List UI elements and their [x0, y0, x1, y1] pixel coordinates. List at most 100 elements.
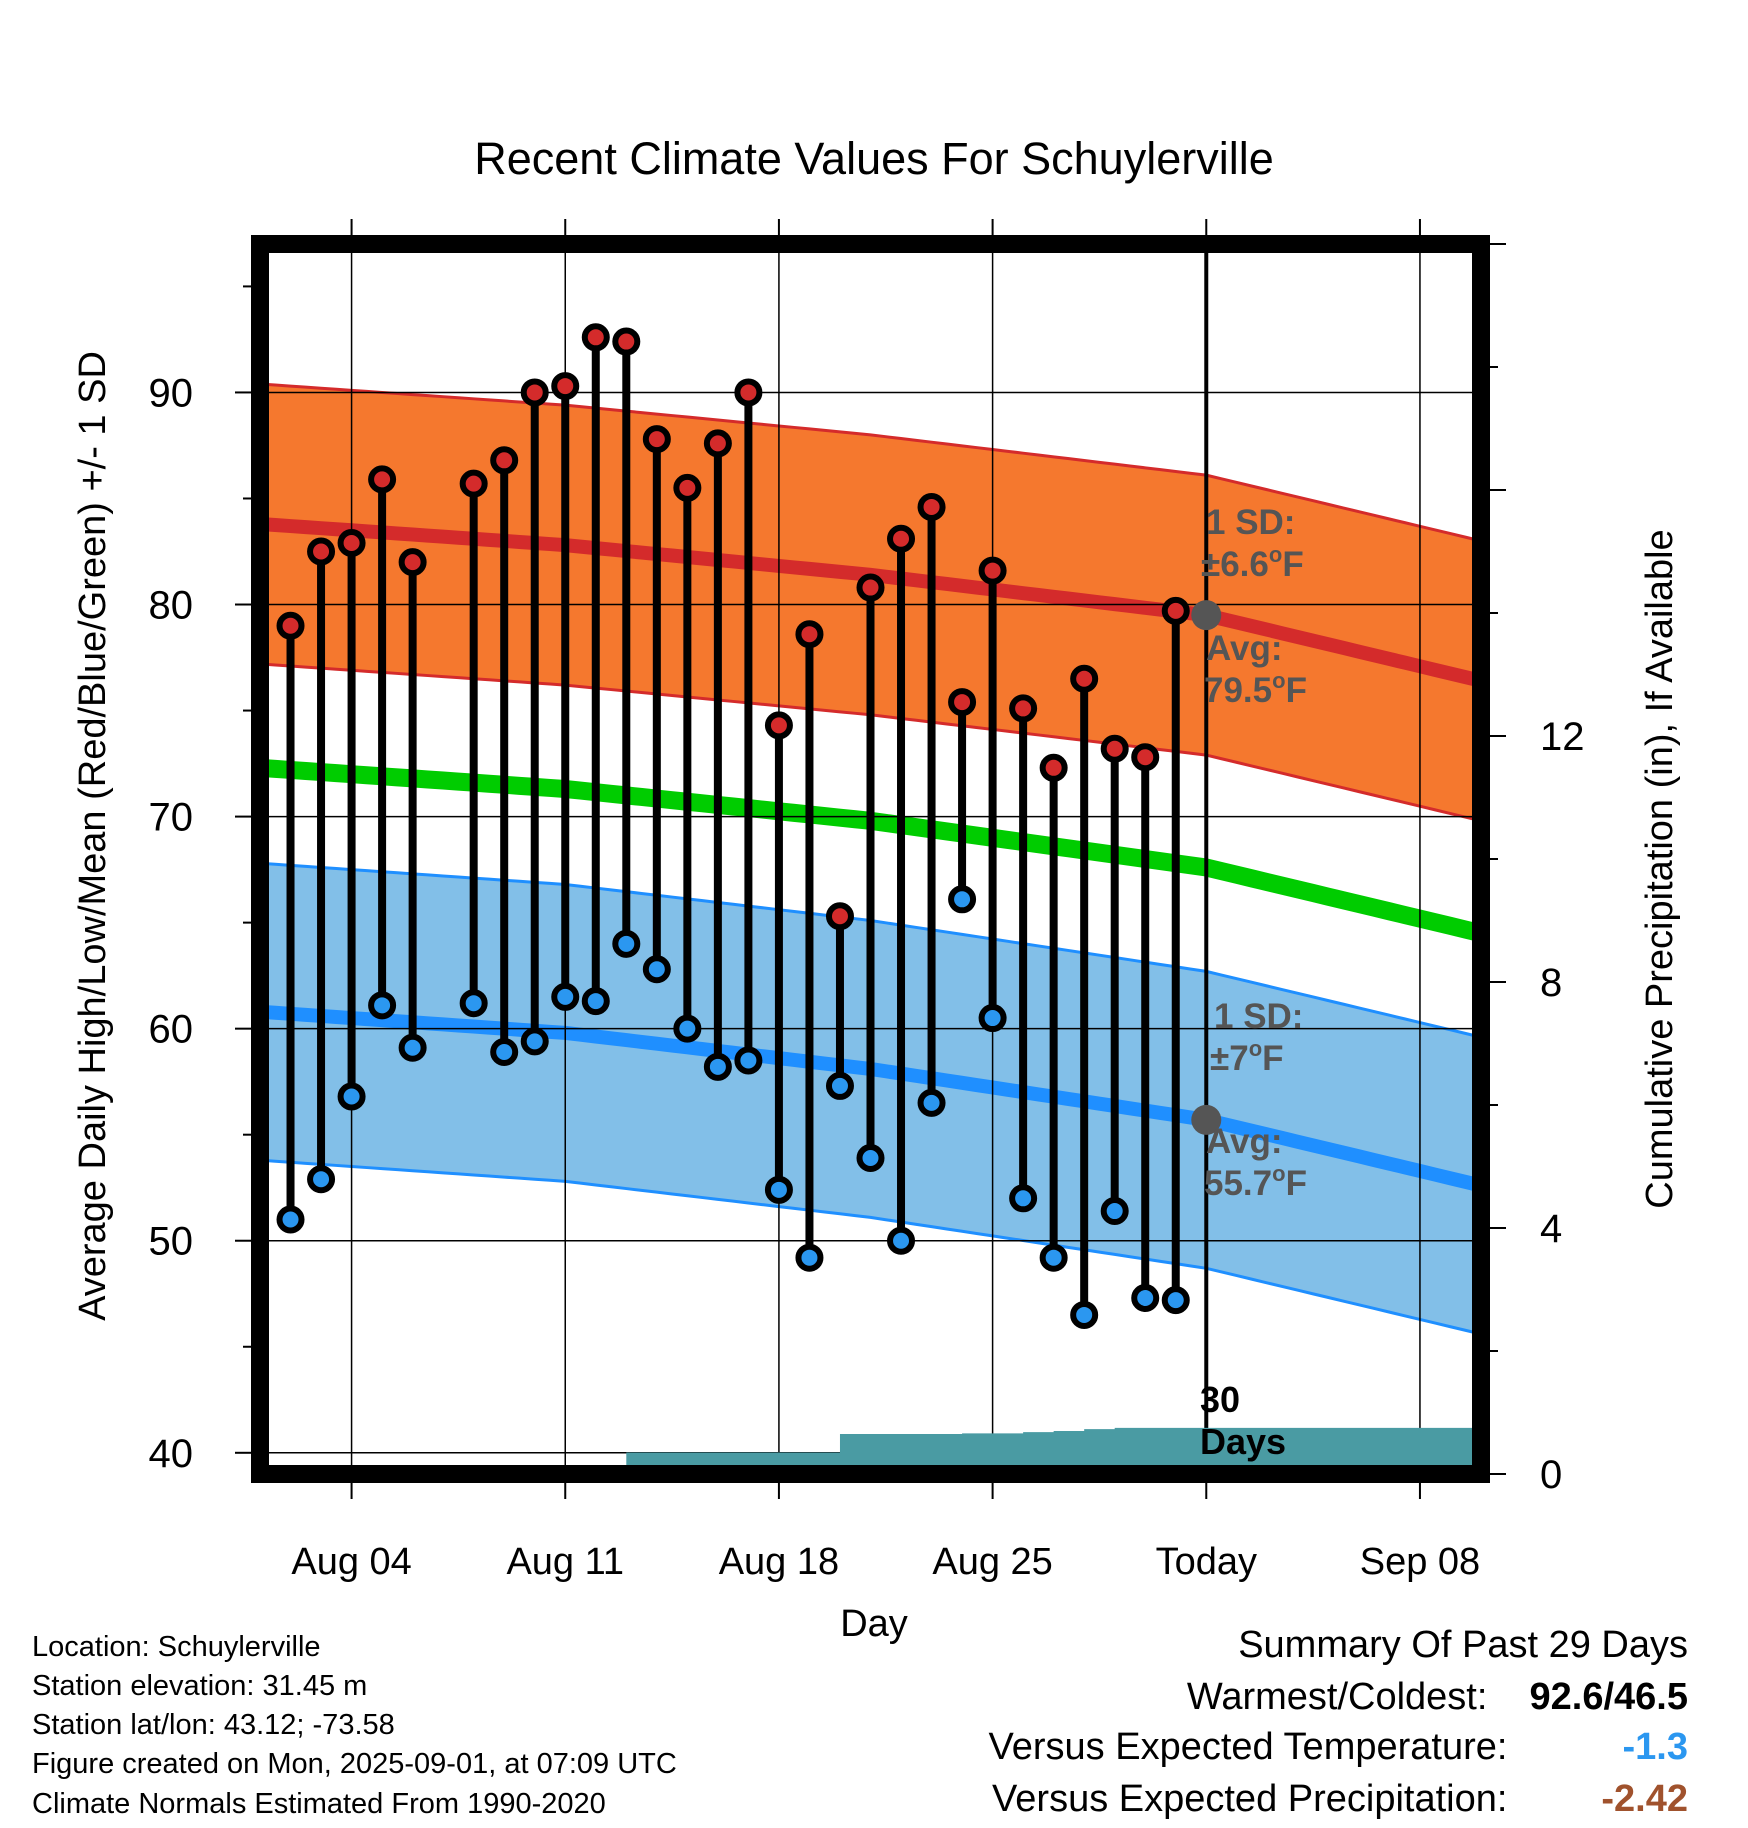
summary-temp-row: Versus Expected Temperature: -1.3 [989, 1722, 1688, 1772]
low-temp-point [398, 1033, 427, 1062]
y2-axis-label: Cumulative Precipitation (in), If Availa… [1639, 529, 1681, 1208]
high-temp-point [1131, 743, 1160, 772]
high-band-upper-edge [260, 382, 1481, 543]
low-temp-point [368, 991, 397, 1020]
low-sd-value: ±7oF [1210, 1036, 1284, 1078]
high-temp-point [337, 529, 366, 558]
summary-warm-cold-row: Warmest/Coldest: 92.6/46.5 [1187, 1672, 1688, 1722]
low-temp-point [459, 989, 488, 1018]
figure-created: Figure created on Mon, 2025-09-01, at 07… [32, 1748, 677, 1780]
high-temp-point [551, 372, 580, 401]
low-temp-point [825, 1071, 854, 1100]
high-temp-point [520, 378, 549, 407]
y-tick-label: 90 [149, 371, 194, 415]
normals-period: Climate Normals Estimated From 1990-2020 [32, 1788, 606, 1820]
high-temp-point [978, 556, 1007, 585]
low-temp-point [887, 1226, 916, 1255]
high-temp-point [368, 465, 397, 494]
station-latlon: Station lat/lon: 43.12; -73.58 [32, 1709, 395, 1741]
high-avg-value: 79.5oF [1204, 668, 1307, 710]
high-temp-point [1009, 694, 1038, 723]
high-temp-point [703, 429, 732, 458]
high-temp-point [307, 537, 336, 566]
low-temp-point [1131, 1283, 1160, 1312]
high-temp-point [795, 620, 824, 649]
high-temp-point [734, 378, 763, 407]
y-tick-label: 80 [149, 584, 194, 628]
high-temp-point [276, 611, 305, 640]
low-avg-label: Avg: [1206, 1122, 1282, 1161]
low-temp-point [520, 1027, 549, 1056]
high-temp-point [581, 323, 610, 352]
high-sd-label: 1 SD: [1206, 503, 1295, 542]
precip-area [595, 1427, 1481, 1474]
x-axis-label: Day [840, 1603, 908, 1645]
x-tick-label: Aug 25 [932, 1541, 1052, 1583]
low-temp-point [612, 929, 641, 958]
high-temp-point [398, 548, 427, 577]
low-temp-point [734, 1046, 763, 1075]
y2-tick-label: 4 [1540, 1207, 1562, 1251]
high-temp-point [1100, 734, 1129, 763]
y2-tick-label: 0 [1540, 1453, 1562, 1497]
low-temp-point [1161, 1286, 1190, 1315]
x-tick-label: Aug 04 [291, 1541, 411, 1583]
precip-value: -2.42 [1601, 1778, 1688, 1820]
low-temp-point [276, 1205, 305, 1234]
high-temp-point [459, 469, 488, 498]
summary-precip-row: Versus Expected Precipitation: -2.42 [992, 1774, 1688, 1824]
today-low-normal-dot [1191, 1104, 1222, 1135]
high-avg-label: Avg: [1206, 629, 1282, 668]
low-temp-point [581, 987, 610, 1016]
y-tick-label: 40 [149, 1432, 194, 1476]
y-tick-label: 50 [149, 1220, 194, 1264]
low-temp-point [337, 1082, 366, 1111]
high-temp-point [642, 425, 671, 454]
high-sd-value: ±6.6oF [1201, 542, 1304, 584]
station-location: Location: Schuylerville [32, 1631, 321, 1663]
window-label-unit: Days [1200, 1421, 1286, 1462]
warm-cold-value: 92.6/46.5 [1529, 1676, 1688, 1718]
station-elevation: Station elevation: 31.45 m [32, 1670, 368, 1702]
low-temp-point [1070, 1300, 1099, 1329]
low-temp-point [673, 1014, 702, 1043]
low-sd-label: 1 SD: [1214, 997, 1303, 1036]
low-temp-point [1039, 1243, 1068, 1272]
chart-title: Recent Climate Values For Schuylerville [474, 133, 1273, 184]
precip-label: Versus Expected Precipitation: [992, 1778, 1508, 1820]
low-temp-point [917, 1088, 946, 1117]
high-temp-point [825, 902, 854, 931]
low-temp-point [1100, 1197, 1129, 1226]
low-avg-value: 55.7oF [1204, 1161, 1307, 1203]
y2-tick-label: 12 [1540, 715, 1585, 759]
temp-value: -1.3 [1622, 1726, 1688, 1768]
temp-label: Versus Expected Temperature: [988, 1726, 1508, 1768]
low-temp-point [948, 885, 977, 914]
low-temp-point [856, 1144, 885, 1173]
low-temp-point [642, 955, 671, 984]
x-tick-label: Aug 18 [719, 1541, 839, 1583]
low-temp-point [764, 1175, 793, 1204]
high-temp-point [490, 446, 519, 475]
y-axis-label: Average Daily High/Low/Mean (Red/Blue/Gr… [72, 351, 114, 1321]
low-temp-point [1009, 1184, 1038, 1213]
high-temp-point [764, 711, 793, 740]
high-temp-point [948, 688, 977, 717]
y-tick-label: 60 [149, 1008, 194, 1052]
x-tick-label: Sep 08 [1360, 1541, 1480, 1583]
low-temp-point [795, 1243, 824, 1272]
warm-cold-label: Warmest/Coldest: [1186, 1676, 1488, 1718]
low-temp-point [703, 1052, 732, 1081]
summary-title: Summary Of Past 29 Days [1238, 1624, 1688, 1666]
high-temp-point [1070, 664, 1099, 693]
today-high-normal-dot [1191, 600, 1222, 631]
high-temp-point [1039, 753, 1068, 782]
low-band-lower-edge [260, 1158, 1481, 1336]
y-tick-label: 70 [149, 796, 194, 840]
low-temp-point [551, 982, 580, 1011]
x-tick-label: Aug 11 [506, 1541, 624, 1583]
high-temp-point [673, 473, 702, 502]
high-temp-point [917, 492, 946, 521]
low-temp-point [978, 1004, 1007, 1033]
